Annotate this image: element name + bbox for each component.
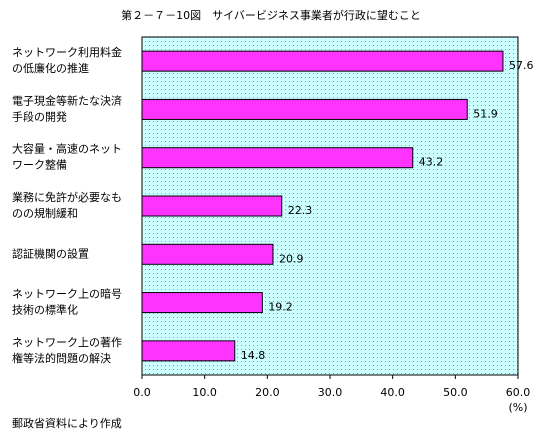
y-tick-label: 電子現金等新たな決済	[12, 93, 122, 107]
y-tick-label: 手段の開発	[12, 109, 67, 123]
value-label: 51.9	[473, 107, 498, 120]
x-tick-label: 0.0	[133, 386, 151, 399]
bar	[141, 292, 263, 314]
y-tick-label: のの規制緩和	[12, 206, 78, 220]
value-label: 20.9	[279, 252, 304, 265]
y-tick-label: ネットワーク上の暗号	[12, 287, 122, 301]
chart-title: 第２－７－10図 サイバービジネス事業者が行政に望むこと	[121, 8, 421, 22]
y-tick-label: ネットワーク上の著作	[12, 335, 122, 349]
value-label: 22.3	[288, 204, 313, 217]
value-label: 57.6	[509, 59, 533, 72]
x-tick-label: 40.0	[380, 386, 405, 399]
bar	[141, 98, 468, 120]
x-tick-label: 20.0	[255, 386, 280, 399]
bar	[141, 195, 283, 217]
bar	[141, 147, 414, 169]
y-tick-label: 認証機関の設置	[12, 246, 89, 260]
bar	[141, 340, 236, 362]
y-tick-label: ネットワーク利用料金	[12, 45, 122, 59]
x-tick-label: 60.0	[506, 386, 531, 399]
y-tick-label: 業務に免許が必要なも	[12, 190, 122, 204]
value-label: 43.2	[419, 156, 444, 169]
bar	[141, 50, 504, 72]
value-label: 19.2	[268, 301, 293, 314]
value-label: 14.8	[241, 349, 266, 362]
y-tick-label: 権等法的問題の解決	[12, 351, 111, 365]
x-tick-label: 30.0	[318, 386, 343, 399]
x-tick-label: 10.0	[192, 386, 217, 399]
y-tick-label: ワーク整備	[12, 158, 67, 172]
source-note: 郵政省資料により作成	[12, 416, 122, 430]
y-tick-label: 大容量・高速のネット	[12, 142, 122, 156]
bar	[141, 243, 274, 265]
y-tick-label: 技術の標準化	[12, 303, 78, 317]
x-unit: (%)	[508, 401, 527, 414]
y-tick-label: の低廉化の推進	[12, 61, 89, 75]
x-tick-label: 50.0	[443, 386, 468, 399]
